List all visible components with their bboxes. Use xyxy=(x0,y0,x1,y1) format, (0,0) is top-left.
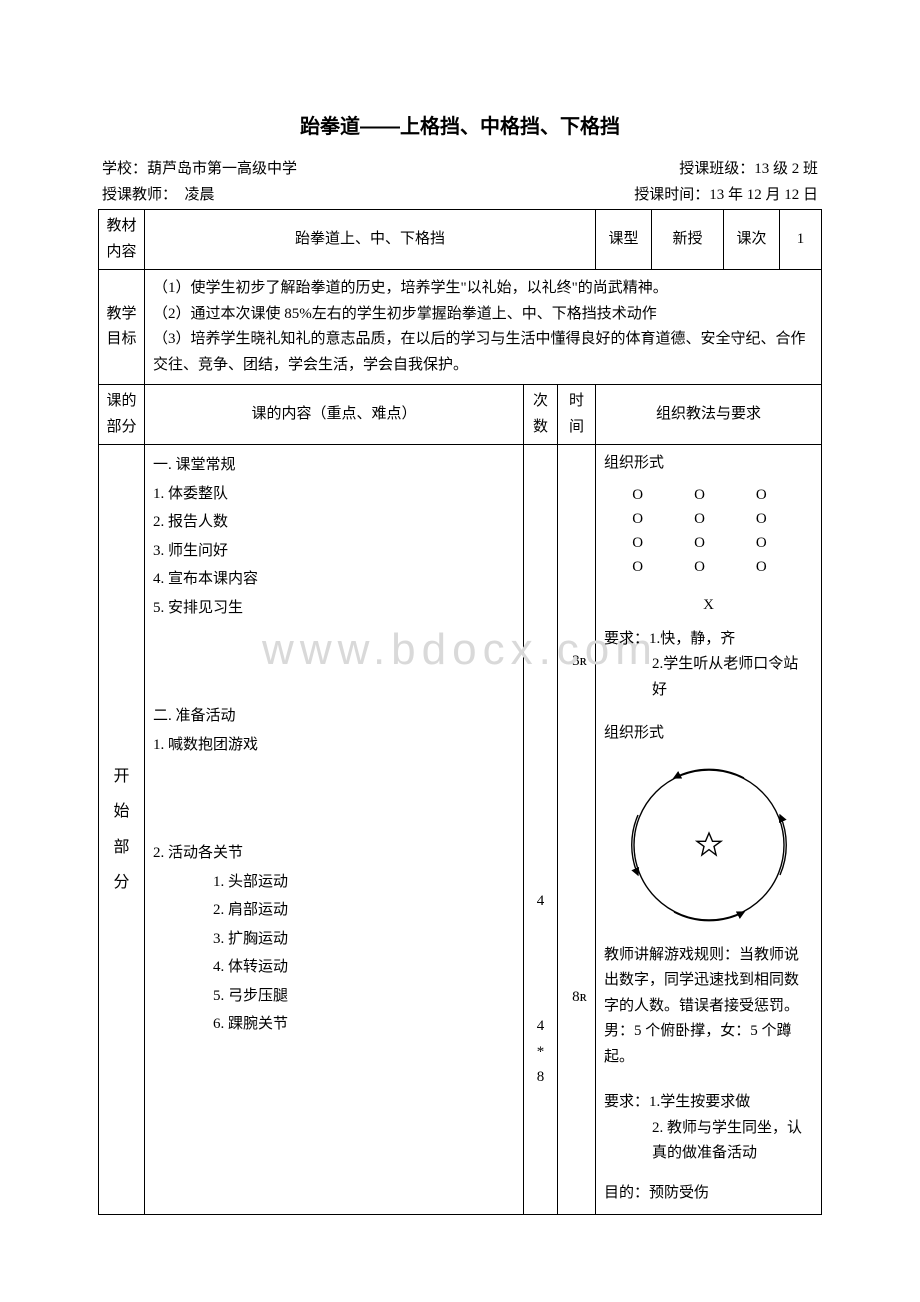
meta-teacher: 授课教师： 凌晨 xyxy=(102,183,215,207)
goal-2: （2）通过本次课使 85%左右的学生初步掌握跆拳道上、中、下格挡技术动作 xyxy=(153,302,813,328)
material-content: 跆拳道上、中、下格挡 xyxy=(145,210,596,270)
goal-3: （3）培养学生晓礼知礼的意志品质，在以后的学习与生活中懂得良好的体育道德、安全守… xyxy=(153,327,813,378)
document-title: 跆拳道——上格挡、中格挡、下格挡 xyxy=(98,110,822,139)
req-2-1: 1.学生按要求做 xyxy=(649,1094,750,1110)
requirement-block-1: 要求：1.快，静，齐 2.学生听从老师口令站好 xyxy=(604,627,813,704)
duration-cell: 3ʀ 8ʀ xyxy=(557,445,595,1215)
item-1-3: 3. 师生问好 xyxy=(153,537,515,566)
item-2-2-4: 4. 体转运动 xyxy=(213,953,515,982)
header-part: 课的部分 xyxy=(99,385,145,445)
times-cell: 4 4 * 8 xyxy=(523,445,557,1215)
class-value: 13 级 2 班 xyxy=(754,161,818,177)
school-value: 葫芦岛市第一高级中学 xyxy=(147,161,297,177)
item-2-1: 1. 喊数抱团游戏 xyxy=(153,731,515,760)
table-row: 教材内容 跆拳道上、中、下格挡 课型 新授 课次 1 xyxy=(99,210,822,270)
lesson-plan-table: 教材内容 跆拳道上、中、下格挡 课型 新授 课次 1 教学目标 （1）使学生初步… xyxy=(98,209,822,1215)
item-1-1: 1. 体委整队 xyxy=(153,480,515,509)
section-1-title: 一. 课堂常规 xyxy=(153,451,515,480)
item-1-2: 2. 报告人数 xyxy=(153,508,515,537)
header-org: 组织教法与要求 xyxy=(596,385,822,445)
item-2-2: 2. 活动各关节 xyxy=(153,839,515,868)
times-val-1: 4 xyxy=(530,889,551,915)
item-2-2-5: 5. 弓步压腿 xyxy=(213,982,515,1011)
times-val-2b: * xyxy=(530,1040,551,1066)
goals-content: （1）使学生初步了解跆拳道的历史，培养学生"以礼始，以礼终"的尚武精神。 （2）… xyxy=(145,270,822,385)
part-start-label: 开始部分 xyxy=(99,445,145,1215)
page-container: 跆拳道——上格挡、中格挡、下格挡 学校：葫芦岛市第一高级中学 授课班级：13 级… xyxy=(0,0,920,1275)
header-duration: 时间 xyxy=(557,385,595,445)
org-cell: 组织形式 O O O O O O O O O O O O X 要求：1.快，静，… xyxy=(596,445,822,1215)
req-1-1: 1.快，静，齐 xyxy=(649,631,735,647)
teacher-label: 授课教师： xyxy=(102,187,170,203)
requirement-block-2: 要求：1.学生按要求做 2. 教师与学生同坐，认真的做准备活动 xyxy=(604,1090,813,1167)
circle-diagram xyxy=(614,755,804,935)
formation-row-1: O O O O O O xyxy=(604,483,813,531)
meta-row-2: 授课教师： 凌晨 授课时间：13 年 12 月 12 日 xyxy=(98,183,822,209)
content-list: 一. 课堂常规 1. 体委整队 2. 报告人数 3. 师生问好 4. 宣布本课内… xyxy=(153,451,515,1039)
purpose-line: 目的：预防受伤 xyxy=(604,1181,813,1207)
formation-row-2: O O O O O O xyxy=(604,531,813,579)
meta-time: 授课时间：13 年 12 月 12 日 xyxy=(634,183,818,207)
school-label: 学校： xyxy=(102,161,147,177)
formation-x: X xyxy=(604,593,813,617)
time-value: 13 年 12 月 12 日 xyxy=(709,187,818,203)
header-times: 次数 xyxy=(523,385,557,445)
goal-1: （1）使学生初步了解跆拳道的历史，培养学生"以礼始，以礼终"的尚武精神。 xyxy=(153,276,813,302)
header-material-label: 教材内容 xyxy=(99,210,145,270)
item-1-5: 5. 安排见习生 xyxy=(153,594,515,623)
meta-class: 授课班级：13 级 2 班 xyxy=(679,157,818,181)
item-2-2-6: 6. 踝腕关节 xyxy=(213,1010,515,1039)
item-2-2-3: 3. 扩胸运动 xyxy=(213,925,515,954)
duration-val-2: 8ʀ xyxy=(564,985,589,1011)
start-content-cell: 一. 课堂常规 1. 体委整队 2. 报告人数 3. 师生问好 4. 宣布本课内… xyxy=(145,445,524,1215)
seq-value: 1 xyxy=(780,210,822,270)
org-form-title-2: 组织形式 xyxy=(604,721,813,747)
class-label: 授课班级： xyxy=(679,161,754,177)
section-2-title: 二. 准备活动 xyxy=(153,702,515,731)
header-content: 课的内容（重点、难点） xyxy=(145,385,524,445)
table-row: 开始部分 一. 课堂常规 1. 体委整队 2. 报告人数 3. 师生问好 4. … xyxy=(99,445,822,1215)
time-label: 授课时间： xyxy=(634,187,709,203)
req-2-2: 2. 教师与学生同坐，认真的做准备活动 xyxy=(604,1116,813,1167)
times-val-2c: 8 xyxy=(530,1065,551,1091)
item-2-2-2: 2. 肩部运动 xyxy=(213,896,515,925)
game-rule-text: 教师讲解游戏规则：当教师说出数字，同学迅速找到相同数字的人数。错误者接受惩罚。男… xyxy=(604,943,813,1071)
teacher-value: 凌晨 xyxy=(170,187,215,203)
formation-diagram: O O O O O O O O O O O O X xyxy=(604,483,813,617)
req-1-2: 2.学生听从老师口令站好 xyxy=(604,652,813,703)
org-form-title-1: 组织形式 xyxy=(604,451,813,477)
meta-school: 学校：葫芦岛市第一高级中学 xyxy=(102,157,297,181)
goals-label: 教学目标 xyxy=(99,270,145,385)
header-seq-label: 课次 xyxy=(724,210,780,270)
duration-val-1: 3ʀ xyxy=(564,649,589,675)
times-val-2a: 4 xyxy=(530,1014,551,1040)
purpose-value: 预防受伤 xyxy=(649,1185,709,1201)
req-label-1: 要求： xyxy=(604,631,649,647)
meta-row-1: 学校：葫芦岛市第一高级中学 授课班级：13 级 2 班 xyxy=(98,157,822,183)
item-1-4: 4. 宣布本课内容 xyxy=(153,565,515,594)
item-2-2-1: 1. 头部运动 xyxy=(213,868,515,897)
req-label-2: 要求： xyxy=(604,1094,649,1110)
table-row: 教学目标 （1）使学生初步了解跆拳道的历史，培养学生"以礼始，以礼终"的尚武精神… xyxy=(99,270,822,385)
purpose-label: 目的： xyxy=(604,1185,649,1201)
header-class-type-label: 课型 xyxy=(596,210,652,270)
class-type-value: 新授 xyxy=(652,210,724,270)
table-row: 课的部分 课的内容（重点、难点） 次数 时间 组织教法与要求 xyxy=(99,385,822,445)
